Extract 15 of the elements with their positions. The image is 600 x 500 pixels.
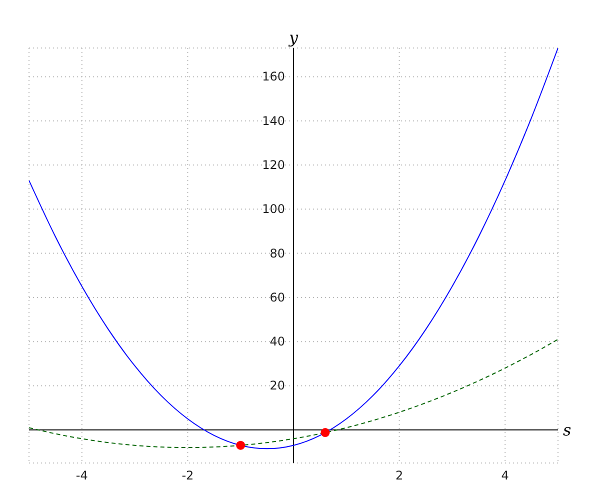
y-tick-label: 100 — [262, 202, 285, 216]
x-tick-label: -4 — [76, 468, 88, 483]
y-tick-label: 160 — [262, 70, 285, 84]
x-tick-label: -2 — [182, 468, 194, 483]
y-tick-label: 120 — [262, 158, 285, 172]
y-tick-label: 20 — [270, 378, 285, 393]
x-axis-title: s — [563, 420, 572, 440]
y-tick-label: 40 — [270, 334, 285, 349]
y-tick-label: 80 — [270, 246, 285, 260]
y-tick-label: 60 — [270, 290, 285, 304]
x-tick-label: 4 — [501, 468, 509, 483]
x-tick-label: 2 — [395, 468, 404, 483]
line-series — [29, 338, 558, 448]
y-axis-title: y — [288, 28, 299, 47]
y-tick-label: 140 — [262, 114, 285, 128]
